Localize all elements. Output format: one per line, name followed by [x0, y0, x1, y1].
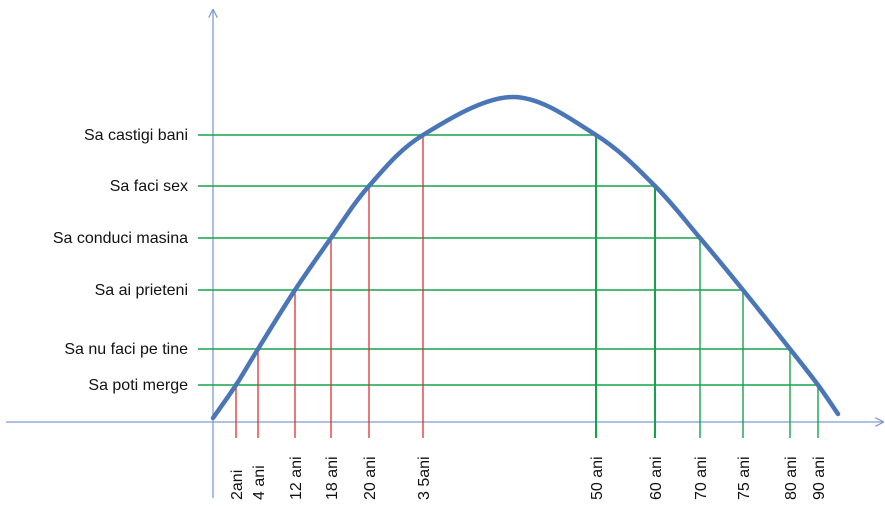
age-tick-label: 4 ani	[251, 465, 268, 500]
level-label: Sa poti merge	[88, 377, 188, 394]
level-lines	[198, 134, 818, 386]
level-label: Sa castigi bani	[84, 127, 188, 144]
age-tick-label: 80 ani	[783, 456, 800, 500]
age-markers	[235, 135, 819, 438]
level-label: Sa faci sex	[110, 178, 188, 195]
age-tick-label: 70 ani	[693, 456, 710, 500]
age-tick-label: 50 ani	[589, 456, 606, 500]
age-tick-label: 60 ani	[648, 456, 665, 500]
age-tick-label: 75 ani	[736, 456, 753, 500]
age-tick-label: 2ani	[229, 470, 246, 500]
level-label: Sa conduci masina	[53, 230, 188, 247]
age-tick-label: 3 5ani	[416, 456, 433, 500]
level-label: Sa ai prieteni	[95, 282, 188, 299]
age-tick-labels: 2ani 90 ani 4 ani 80 ani 12 ani 75 ani 18 ani 7…	[229, 456, 828, 500]
curve-group	[210, 94, 841, 421]
age-tick-label: 20 ani	[362, 456, 379, 500]
level-labels: Sa poti merge Sa nu faci pe tine Sa ai pri…	[53, 127, 188, 394]
life-curve	[210, 94, 841, 421]
level-label: Sa nu faci pe tine	[64, 341, 188, 358]
age-tick-label: 18 ani	[324, 456, 341, 500]
age-tick-label: 90 ani	[811, 456, 828, 500]
age-tick-label: 12 ani	[288, 456, 305, 500]
axes	[6, 10, 883, 498]
